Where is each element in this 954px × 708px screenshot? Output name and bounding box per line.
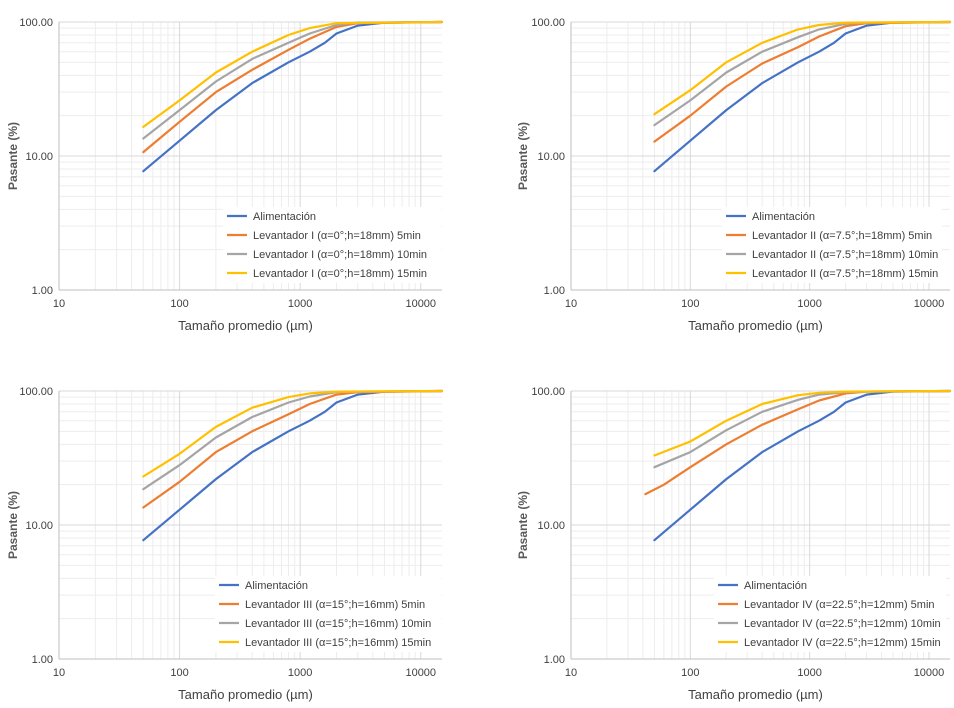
y-axis-title: Pasante (%) (516, 491, 530, 559)
y-axis-title: Pasante (%) (516, 122, 530, 190)
legend-label: Alimentación (245, 580, 308, 592)
x-tick-label: 1000 (797, 667, 821, 679)
x-axis-title: Tamaño promedio (µm) (178, 318, 313, 333)
legend-box (215, 576, 441, 652)
legend-label: Alimentación (752, 211, 815, 223)
x-tick-label: 1000 (797, 298, 821, 310)
chart-panel-1: 10 100 1000 10000 1.00 10.00 100.00 Tamaño prom… (6, 17, 444, 333)
x-axis-title: Tamaño promedio (µm) (178, 687, 313, 702)
series-line-1 (142, 389, 444, 542)
x-tick-label: 100 (681, 298, 699, 310)
legend-label: Levantador III (α=15°;h=16mm) 15min (245, 637, 431, 649)
y-tick-label: 1.00 (544, 654, 565, 666)
y-tick-label: 10.00 (537, 151, 565, 163)
x-tick-label: 10000 (405, 298, 436, 310)
legend-label: Alimentación (253, 211, 316, 223)
legend-label: Levantador III (α=15°;h=16mm) 5min (245, 599, 425, 611)
y-tick-label: 10.00 (25, 151, 53, 163)
series-line-2 (142, 389, 444, 509)
legend-label: Levantador I (α=0°;h=18mm) 5min (253, 230, 421, 242)
legend-box (223, 207, 441, 283)
series-line-1 (142, 20, 444, 173)
legend: Alimentación Levantador IV (α=22.5°;h=12m… (714, 576, 946, 652)
legend-box (714, 576, 946, 652)
x-tick-label: 1000 (288, 667, 312, 679)
legend-label: Levantador IV (α=22.5°;h=12mm) 15min (744, 637, 941, 649)
y-axis-title: Pasante (%) (6, 122, 20, 190)
legend: Alimentación Levantador III (α=15°;h=16mm… (215, 576, 441, 652)
y-tick-label: 1.00 (32, 285, 53, 297)
series-line-1 (653, 389, 952, 542)
legend-label: Levantador I (α=0°;h=18mm) 15min (253, 268, 427, 280)
y-tick-label: 100.00 (531, 17, 565, 29)
y-tick-label: 1.00 (32, 654, 53, 666)
x-tick-label: 10 (53, 298, 65, 310)
series-line-4 (653, 20, 952, 116)
series-line-4 (142, 20, 444, 129)
chart-panel-2: 10 100 1000 10000 1.00 10.00 100.00 Tamaño prom… (516, 17, 952, 333)
x-tick-label: 100 (170, 667, 188, 679)
x-tick-label: 100 (681, 667, 699, 679)
x-tick-label: 10 (565, 298, 577, 310)
x-axis-title: Tamaño promedio (µm) (688, 687, 823, 702)
x-tick-label: 10000 (914, 667, 945, 679)
chart-panel-3: 10 100 1000 10000 1.00 10.00 100.00 Tamaño prom… (6, 386, 444, 702)
y-tick-label: 10.00 (25, 520, 53, 532)
x-tick-label: 10 (565, 667, 577, 679)
y-tick-label: 10.00 (537, 520, 565, 532)
y-tick-label: 100.00 (531, 386, 565, 398)
legend-label: Levantador IV (α=22.5°;h=12mm) 10min (744, 618, 941, 630)
series-line-3 (142, 20, 444, 140)
x-tick-label: 10 (53, 667, 65, 679)
legend-label: Levantador III (α=15°;h=16mm) 10min (245, 618, 431, 630)
legend-label: Alimentación (744, 580, 807, 592)
y-tick-label: 100.00 (19, 386, 53, 398)
series-line-2 (653, 20, 952, 143)
chart-panel-4: 10 100 1000 10000 1.00 10.00 100.00 Tamaño prom… (516, 386, 952, 702)
x-tick-label: 10000 (914, 298, 945, 310)
legend: Alimentación Levantador II (α=7.5°;h=18mm… (722, 207, 942, 283)
series-line-4 (653, 389, 952, 457)
legend-label: Levantador IV (α=22.5°;h=12mm) 5min (744, 599, 935, 611)
x-tick-label: 100 (170, 298, 188, 310)
y-tick-label: 100.00 (19, 17, 53, 29)
y-tick-label: 1.00 (544, 285, 565, 297)
x-tick-label: 1000 (288, 298, 312, 310)
legend-label: Levantador II (α=7.5°;h=18mm) 15min (752, 268, 938, 280)
series-line-4 (142, 389, 444, 478)
x-tick-label: 10000 (405, 667, 436, 679)
x-axis-title: Tamaño promedio (µm) (688, 318, 823, 333)
legend-label: Levantador II (α=7.5°;h=18mm) 10min (752, 249, 938, 261)
legend: Alimentación Levantador I (α=0°;h=18mm) 5… (223, 207, 441, 283)
y-axis-title: Pasante (%) (6, 491, 20, 559)
legend-label: Levantador I (α=0°;h=18mm) 10min (253, 249, 427, 261)
legend-label: Levantador II (α=7.5°;h=18mm) 5min (752, 230, 932, 242)
legend-box (722, 207, 942, 283)
series-line-1 (653, 20, 952, 173)
